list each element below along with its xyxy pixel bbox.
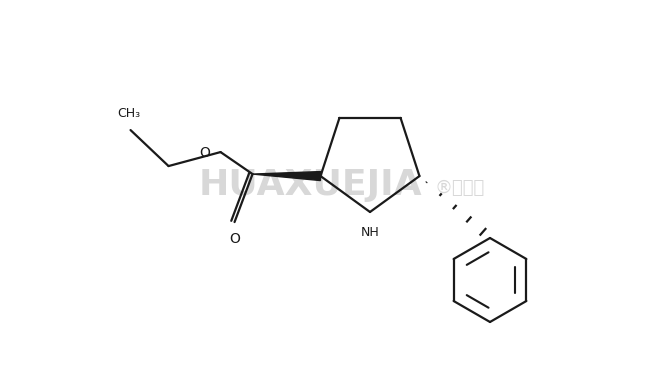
- Polygon shape: [253, 172, 321, 180]
- Text: NH: NH: [361, 226, 379, 239]
- Text: O: O: [229, 232, 240, 246]
- Text: CH₃: CH₃: [117, 107, 140, 120]
- Text: HUAXUEJIA: HUAXUEJIA: [198, 168, 422, 202]
- Text: ®化学加: ®化学加: [435, 179, 485, 197]
- Text: O: O: [200, 146, 210, 160]
